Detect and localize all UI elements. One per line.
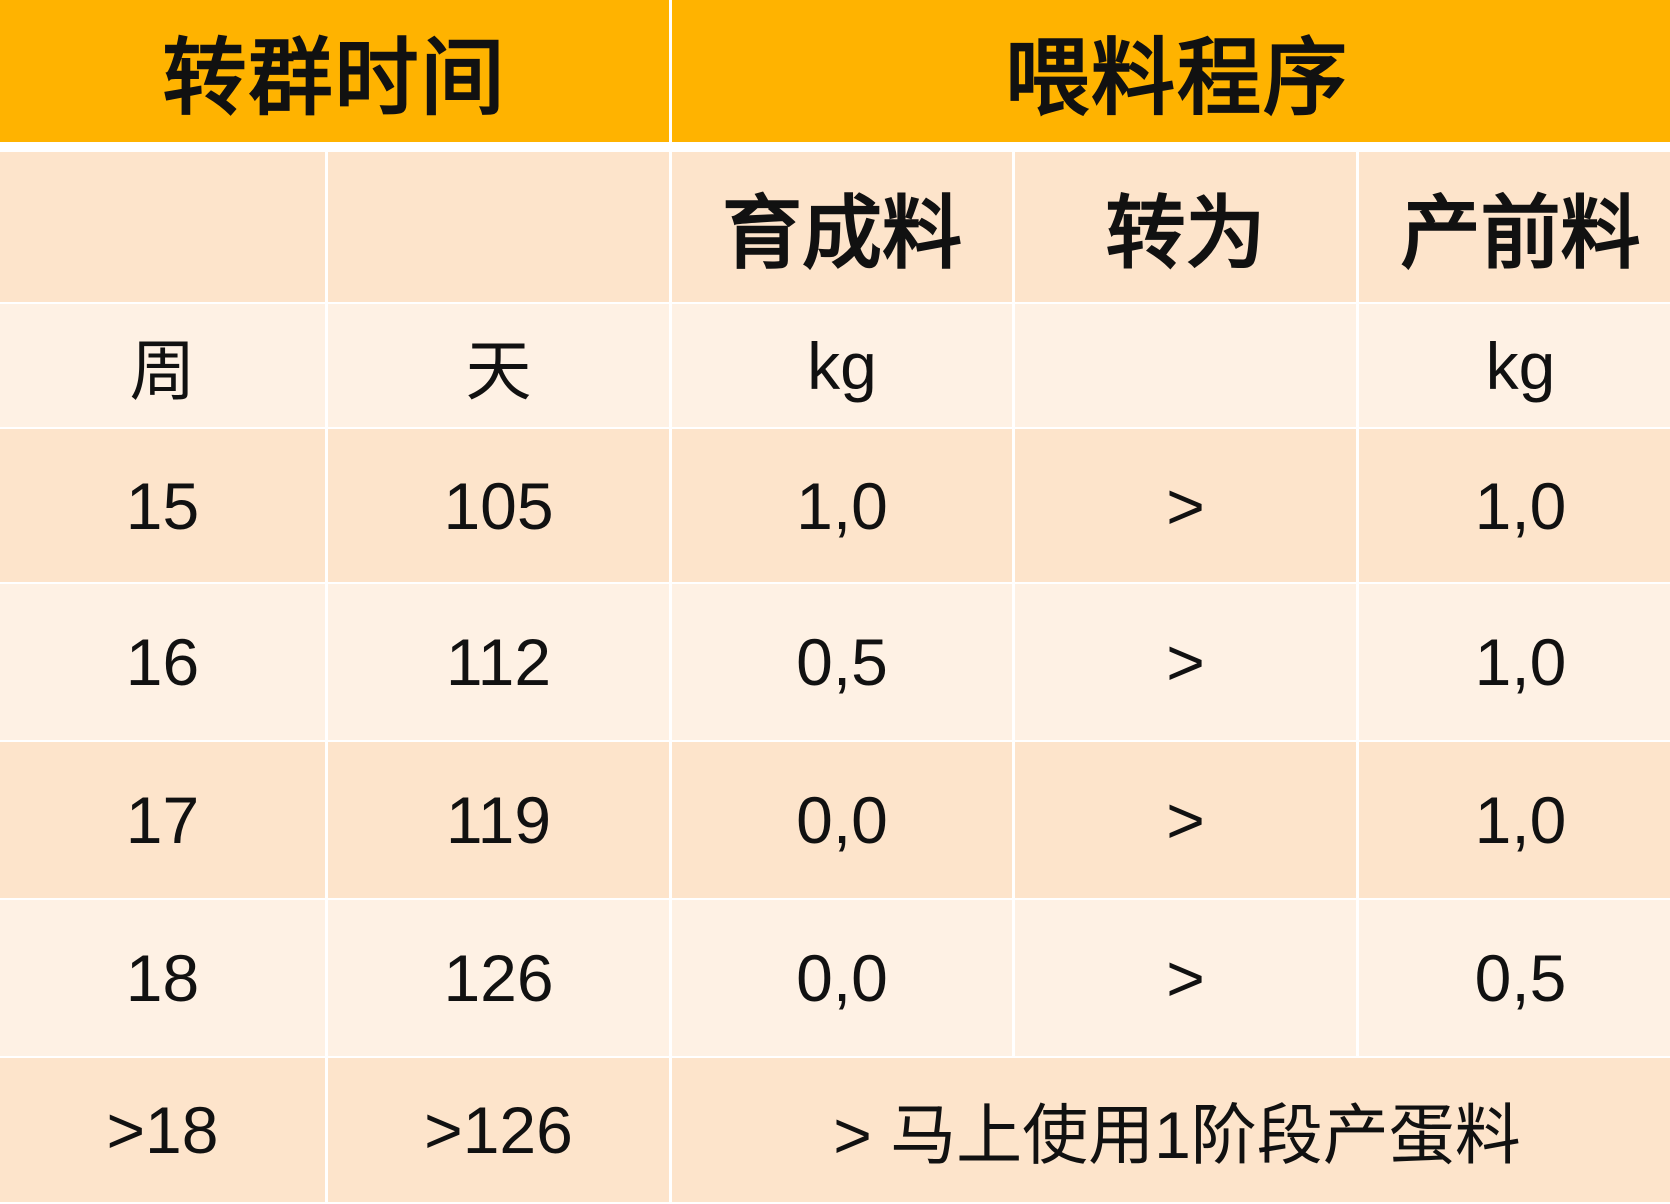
cell-grower: 0,0 (672, 742, 1012, 900)
subheader-prelay-feed: 产前料 (1359, 152, 1670, 304)
cell-arrow: > (1015, 742, 1356, 900)
cell-week: 15 (0, 429, 325, 584)
cell-week: >18 (0, 1058, 325, 1204)
cell-day: 119 (328, 742, 669, 900)
unit-kg-grower: kg (672, 304, 1012, 429)
cell-week: 18 (0, 900, 325, 1058)
unit-week: 周 (0, 304, 325, 429)
subheader-grower-feed: 育成料 (672, 152, 1012, 304)
cell-day: 112 (328, 584, 669, 742)
cell-arrow: > (1015, 429, 1356, 584)
subheader-empty-2 (328, 152, 669, 304)
subheader-empty-1 (0, 152, 325, 304)
cell-grower: 0,5 (672, 584, 1012, 742)
cell-arrow: > (1015, 584, 1356, 742)
header-feeding-program: 喂料程序 (672, 0, 1670, 144)
cell-grower: 1,0 (672, 429, 1012, 584)
cell-layer-feed-note: > 马上使用1阶段产蛋料 (672, 1058, 1670, 1204)
header-transfer-time: 转群时间 (0, 0, 669, 144)
divider (0, 144, 1670, 152)
cell-day: 126 (328, 900, 669, 1058)
unit-day: 天 (328, 304, 669, 429)
cell-prelay: 0,5 (1359, 900, 1670, 1058)
cell-arrow: > (1015, 900, 1356, 1058)
cell-day: 105 (328, 429, 669, 584)
unit-empty (1015, 304, 1356, 429)
cell-grower: 0,0 (672, 900, 1012, 1058)
cell-week: 16 (0, 584, 325, 742)
subheader-switch-to: 转为 (1015, 152, 1356, 304)
unit-kg-prelay: kg (1359, 304, 1670, 429)
cell-prelay: 1,0 (1359, 742, 1670, 900)
cell-day: >126 (328, 1058, 669, 1204)
cell-week: 17 (0, 742, 325, 900)
cell-prelay: 1,0 (1359, 584, 1670, 742)
cell-prelay: 1,0 (1359, 429, 1670, 584)
